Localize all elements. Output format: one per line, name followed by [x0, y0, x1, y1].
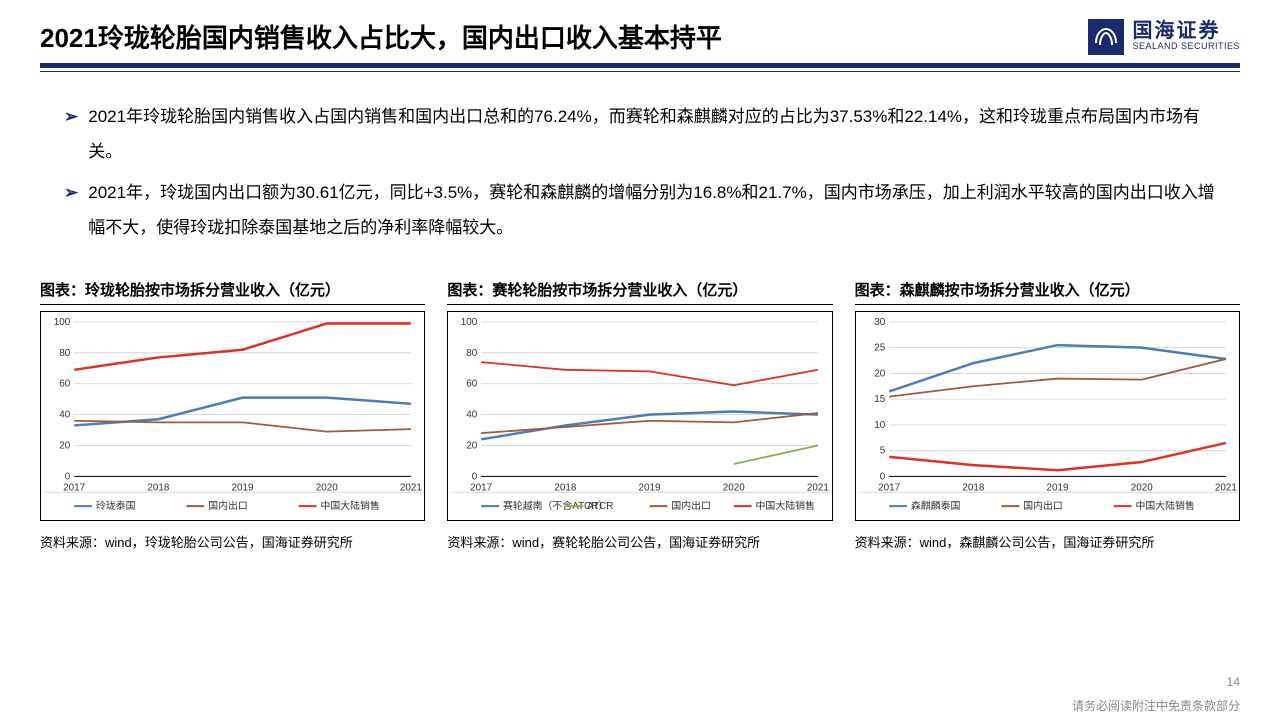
bullet-item: ➢ 2021年，玲珑国内出口额为30.61亿元，同比+3.5%，赛轮和森麒麟的增… [64, 176, 1216, 246]
svg-text:2021: 2021 [1215, 483, 1238, 494]
logo: 国海证券 SEALAND SECURITIES [1088, 19, 1240, 55]
svg-text:国内出口: 国内出口 [672, 499, 712, 512]
svg-text:2019: 2019 [1046, 483, 1069, 494]
svg-text:0: 0 [65, 472, 71, 483]
svg-text:5: 5 [879, 446, 885, 457]
svg-text:2017: 2017 [63, 483, 85, 494]
bullet-text: 2021年，玲珑国内出口额为30.61亿元，同比+3.5%，赛轮和森麒麟的增幅分… [88, 176, 1216, 246]
svg-text:中国大陆销售: 中国大陆销售 [1135, 499, 1194, 512]
svg-text:100: 100 [54, 317, 71, 328]
charts-row: 图表：玲珑轮胎按市场拆分营业收入（亿元） 0204060801002017201… [0, 261, 1280, 551]
svg-text:2020: 2020 [1130, 483, 1153, 494]
svg-text:2017: 2017 [471, 483, 493, 494]
svg-text:国内出口: 国内出口 [208, 499, 248, 512]
chart-1-source: 资料来源：wind，玲珑轮胎公司公告，国海证券研究所 [40, 532, 425, 551]
svg-text:20: 20 [59, 441, 71, 452]
bullet-arrow-icon: ➢ [64, 100, 78, 170]
svg-text:2018: 2018 [555, 483, 578, 494]
slide-page: 2021玲珑轮胎国内销售收入占比大，国内出口收入基本持平 国海证券 SEALAN… [0, 0, 1280, 720]
logo-cn: 国海证券 [1132, 21, 1240, 42]
svg-text:30: 30 [874, 317, 886, 328]
chart-3-title: 图表：森麒麟按市场拆分营业收入（亿元） [855, 279, 1240, 305]
svg-text:2021: 2021 [807, 483, 830, 494]
chart-1-title: 图表：玲珑轮胎按市场拆分营业收入（亿元） [40, 279, 425, 305]
header-rule-thick [40, 63, 1240, 68]
svg-text:60: 60 [467, 379, 479, 390]
svg-text:玲珑泰国: 玲珑泰国 [96, 499, 136, 512]
svg-text:ATCR: ATCR [587, 501, 613, 512]
svg-text:2021: 2021 [400, 483, 423, 494]
svg-text:0: 0 [472, 472, 478, 483]
svg-text:中国大陆销售: 中国大陆销售 [756, 499, 815, 512]
bullet-list: ➢ 2021年玲珑轮胎国内销售收入占国内销售和国内出口总和的76.24%，而赛轮… [0, 72, 1280, 261]
svg-text:10: 10 [874, 420, 886, 431]
logo-text: 国海证券 SEALAND SECURITIES [1132, 21, 1240, 51]
logo-mark-icon [1088, 19, 1124, 55]
svg-text:25: 25 [874, 343, 886, 354]
chart-2-svg: 02040608010020172018201920202021赛轮越南（不含A… [447, 311, 832, 521]
footer: 14 请务必阅读附注中免责条款部分 [1072, 675, 1240, 714]
bullet-item: ➢ 2021年玲珑轮胎国内销售收入占国内销售和国内出口总和的76.24%，而赛轮… [64, 100, 1216, 170]
svg-text:40: 40 [467, 410, 479, 421]
chart-3-svg: 0 5 10 15 20 25 30 2017 2018 2019 2020 2021 森麒麟泰国 国内出… [855, 311, 1240, 521]
chart-1-svg: 0 20 40 60 80 100 2017 2018 2019 2020 2021 玲珑泰国 国内出口… [40, 311, 425, 521]
svg-text:2019: 2019 [639, 483, 662, 494]
bullet-arrow-icon: ➢ [64, 176, 78, 246]
svg-text:国内出口: 国内出口 [1023, 499, 1063, 512]
svg-text:15: 15 [874, 395, 886, 406]
chart-2: 图表：赛轮轮胎按市场拆分营业收入（亿元） 0 20 40 60 80 100 2017 201… [447, 279, 832, 551]
page-title: 2021玲珑轮胎国内销售收入占比大，国内出口收入基本持平 [40, 18, 722, 55]
svg-text:森麒麟泰国: 森麒麟泰国 [911, 499, 961, 512]
svg-text:2018: 2018 [962, 483, 985, 494]
svg-text:2020: 2020 [723, 483, 746, 494]
svg-text:80: 80 [467, 348, 479, 359]
bullet-text: 2021年玲珑轮胎国内销售收入占国内销售和国内出口总和的76.24%，而赛轮和森… [88, 100, 1216, 170]
page-number: 14 [1072, 675, 1240, 689]
chart-2-source: 资料来源：wind，赛轮轮胎公司公告，国海证券研究所 [447, 532, 832, 551]
svg-text:中国大陆销售: 中国大陆销售 [320, 499, 379, 512]
svg-text:80: 80 [59, 348, 71, 359]
disclaimer: 请务必阅读附注中免责条款部分 [1072, 697, 1240, 714]
svg-text:60: 60 [59, 379, 71, 390]
chart-3: 图表：森麒麟按市场拆分营业收入（亿元） 0 5 10 15 20 25 30 2017 2018… [855, 279, 1240, 551]
logo-en: SEALAND SECURITIES [1132, 42, 1240, 51]
chart-2-title: 图表：赛轮轮胎按市场拆分营业收入（亿元） [447, 279, 832, 305]
chart-1: 图表：玲珑轮胎按市场拆分营业收入（亿元） 0 20 40 60 80 100 2017 201… [40, 279, 425, 551]
chart-3-source: 资料来源：wind，森麒麟公司公告，国海证券研究所 [855, 532, 1240, 551]
svg-text:2018: 2018 [147, 483, 170, 494]
svg-text:0: 0 [879, 472, 885, 483]
svg-text:2019: 2019 [232, 483, 255, 494]
header: 2021玲珑轮胎国内销售收入占比大，国内出口收入基本持平 国海证券 SEALAN… [0, 0, 1280, 63]
svg-text:20: 20 [874, 369, 886, 380]
svg-text:40: 40 [59, 410, 71, 421]
svg-text:2020: 2020 [316, 483, 339, 494]
svg-text:100: 100 [461, 317, 478, 328]
svg-text:20: 20 [467, 441, 479, 452]
svg-text:2017: 2017 [878, 483, 900, 494]
